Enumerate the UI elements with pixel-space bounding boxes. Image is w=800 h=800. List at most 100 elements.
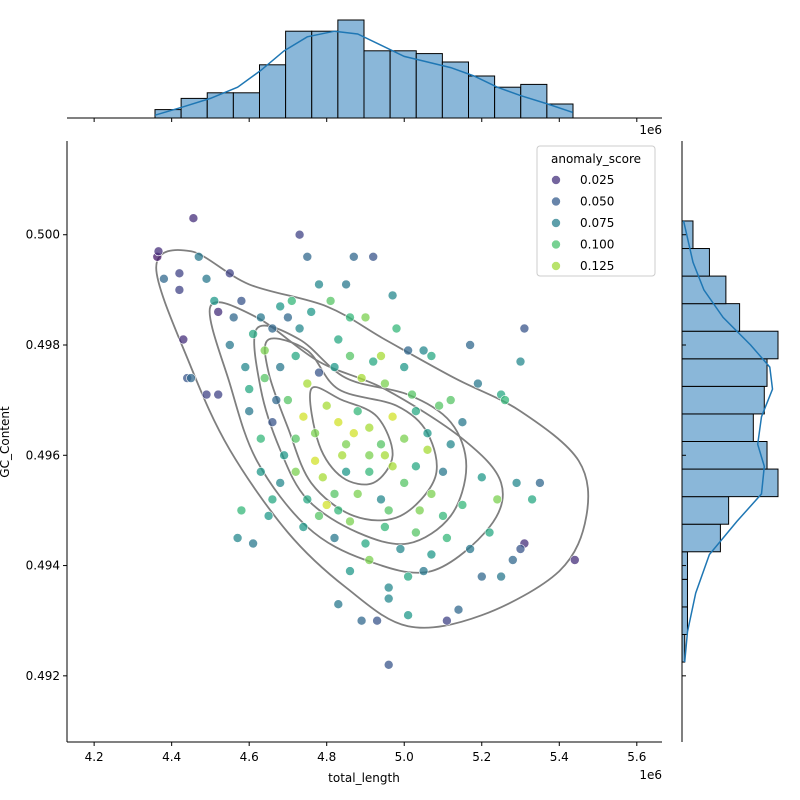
kde-contour-line [155, 249, 590, 629]
scatter-point [380, 450, 390, 461]
scatter-point [395, 544, 406, 554]
scatter-point [438, 511, 448, 521]
scatter-point [399, 362, 410, 372]
scatter-point [248, 538, 258, 549]
scatter-point [248, 329, 258, 339]
x-kde-line [154, 30, 574, 116]
x-hist-bar [467, 75, 496, 119]
x-tick-label: 4.6 [240, 750, 259, 764]
scatter-point [209, 296, 220, 306]
scatter-point [321, 500, 332, 510]
x-hist-bar [311, 30, 339, 119]
legend-marker [551, 175, 561, 185]
scatter-point [500, 395, 510, 405]
scatter-point [259, 373, 270, 383]
x-hist-bar [285, 30, 313, 119]
scatter-point [391, 323, 402, 334]
x-tick-label: 4.2 [85, 750, 104, 764]
scatter-point [188, 213, 199, 223]
y-axis-ticks: 0.492 0.494 0.496 0.498 0.500 [26, 228, 686, 683]
scatter-point [465, 340, 475, 350]
scatter-point [240, 362, 251, 372]
scatter-point [387, 290, 398, 301]
marginal-x-kde [154, 30, 574, 116]
legend-label: 0.075 [580, 216, 614, 230]
scatter-point [403, 571, 413, 582]
x-hist-bar [494, 86, 522, 119]
scatter-point [267, 417, 278, 428]
scatter-point [364, 450, 375, 461]
scatter-point [352, 406, 363, 417]
scatter-point [345, 516, 355, 527]
scatter-point [302, 494, 313, 505]
scatter-point [275, 478, 286, 488]
scatter-point [255, 433, 266, 444]
scatter-point [178, 334, 189, 345]
scatter-point [426, 351, 437, 361]
scatter-point [267, 323, 278, 334]
scatter-point [310, 455, 320, 466]
x-hist-bar [441, 61, 469, 119]
legend-box [536, 145, 656, 277]
scatter-point [407, 389, 417, 400]
scatter-point [376, 351, 386, 361]
scatter-point [294, 229, 305, 240]
legend-title: anomaly_score [551, 152, 641, 166]
y-hist-bar [681, 358, 768, 387]
scatter-point [290, 466, 301, 477]
x-tick-label: 5.2 [472, 750, 491, 764]
x-axis-ticks: 4.2 4.4 4.6 4.8 5.0 5.2 5.4 5.6 [85, 118, 646, 764]
scatter-point [153, 246, 164, 257]
scatter-point [476, 571, 487, 582]
scatter-point [376, 439, 386, 450]
scatter-point [341, 279, 351, 290]
scatter-point [186, 373, 196, 383]
y-hist-bar [681, 385, 765, 415]
scatter-point [422, 444, 433, 455]
scatter-point [294, 323, 305, 334]
x-offset-label: 1e6 [639, 768, 662, 782]
scatter-point [426, 489, 437, 499]
scatter-point [290, 433, 301, 444]
scatter-point [484, 527, 495, 538]
scatter-point [333, 417, 344, 428]
scatter-point [310, 428, 320, 439]
scatter-point [422, 428, 433, 439]
scatter-point [399, 478, 410, 488]
kde-contour-line [208, 301, 504, 574]
scatter-point [290, 351, 301, 361]
legend-marker [551, 196, 561, 207]
scatter-point [364, 466, 375, 477]
y-tick-label: 0.492 [26, 669, 60, 683]
y-hist-bar [681, 441, 768, 470]
y-tick-label: 0.494 [26, 559, 60, 573]
scatter-point [515, 544, 526, 554]
marginal-y-histogram [681, 220, 779, 663]
scatter-point [368, 251, 379, 262]
scatter-point [194, 251, 204, 262]
scatter-point [314, 279, 324, 290]
legend-label: 0.100 [580, 238, 614, 252]
y-hist-bar [681, 248, 710, 277]
x-tick-label: 5.4 [550, 750, 569, 764]
axes-spines [66, 117, 683, 743]
scatter-point [244, 406, 254, 417]
kde-contour-line [309, 386, 394, 486]
x-hist-bar [206, 92, 234, 119]
scatter-point [228, 312, 239, 323]
scatter-point [364, 422, 375, 433]
y-kde-line [682, 220, 774, 663]
scatter-point [418, 345, 429, 356]
scatter-point [356, 373, 367, 383]
scatter-point [329, 489, 340, 499]
y-hist-bar [681, 303, 741, 332]
marginal-x-histogram [154, 19, 574, 119]
scatter-point [255, 312, 266, 323]
scatter-point [321, 400, 332, 411]
scatter-point [403, 345, 413, 356]
scatter-point [434, 400, 444, 411]
scatter-point [411, 406, 421, 417]
scatter-point [333, 599, 344, 610]
scatter-point [159, 273, 169, 284]
scatter-point [306, 307, 317, 317]
